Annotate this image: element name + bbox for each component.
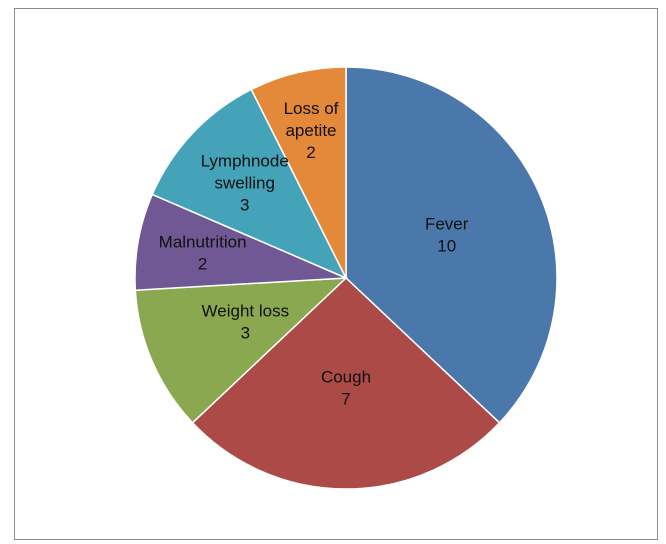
pie-slice — [250, 66, 347, 279]
pie-slice — [345, 66, 558, 424]
slice-value: 2 — [306, 143, 315, 162]
slice-label-line: Malnutrition — [159, 233, 247, 252]
slice-label: Lymphnode swelling 3 — [201, 151, 289, 214]
pie-slice — [134, 193, 347, 292]
slice-label-line: Lymphnode — [201, 151, 289, 170]
slice-label-line: swelling — [214, 173, 274, 192]
slice-label-line: Weight loss — [202, 302, 290, 321]
slice-value: 10 — [437, 237, 456, 256]
pie-slice — [151, 88, 348, 280]
slice-label: Fever 10 — [425, 215, 469, 256]
slice-value: 2 — [198, 255, 207, 274]
slice-label: Cough 7 — [321, 368, 371, 409]
slice-label-line: apetite — [285, 121, 336, 140]
pie-labels: Fever 10 Cough 7 Weight loss 3 Malnutrition 2 Ly… — [159, 99, 469, 409]
pie-slices — [134, 66, 558, 490]
slice-label: Loss of apetite 2 — [284, 99, 339, 162]
slice-label-line: Fever — [425, 215, 469, 234]
pie-slice — [134, 277, 349, 424]
slice-value: 7 — [341, 390, 350, 409]
slice-label: Weight loss 3 — [202, 302, 290, 343]
slice-value: 3 — [241, 324, 250, 343]
pie-slice — [191, 276, 501, 490]
slice-value: 3 — [240, 195, 249, 214]
slice-label: Malnutrition 2 — [159, 233, 247, 274]
slice-label-line: Cough — [321, 368, 371, 387]
slice-label-line: Loss of — [284, 99, 339, 118]
